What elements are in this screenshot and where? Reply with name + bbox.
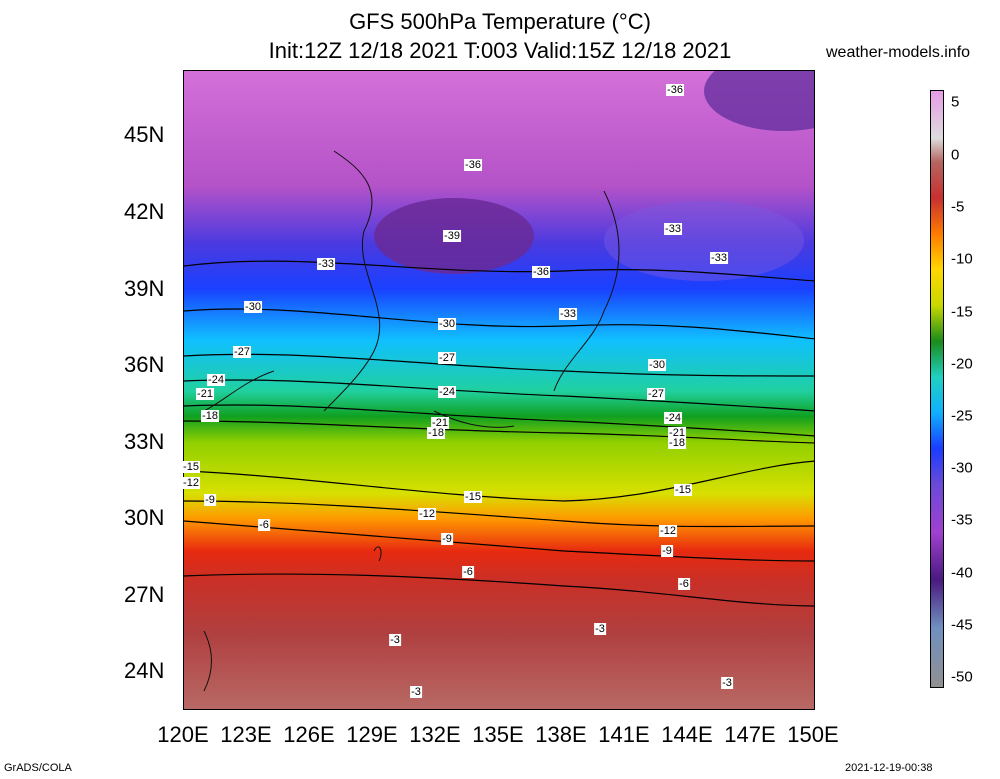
x-tick-135e: 135E (472, 722, 524, 747)
contour-label: -21 (196, 388, 214, 400)
y-tick-36n: 36N (124, 352, 165, 377)
colorbar-label: 5 (951, 93, 960, 111)
contour-label: -39 (443, 230, 461, 242)
footer-right: 2021-12-19-00:38 (845, 762, 933, 774)
colorbar-label: -45 (951, 616, 973, 634)
x-tick-120e: 120E (157, 722, 209, 747)
contour-label: -24 (207, 374, 225, 386)
x-tick-123e: 123E (220, 722, 272, 747)
contour-label: -18 (201, 410, 219, 422)
contour-label: -6 (258, 519, 270, 531)
colorbar-label: -50 (951, 668, 973, 686)
contour-label: -3 (410, 686, 422, 698)
contour-label: -12 (418, 508, 436, 520)
contour-label: -27 (438, 352, 456, 364)
y-tick-27n: 27N (124, 582, 165, 607)
colorbar-label: -20 (951, 355, 973, 373)
y-tick-39n: 39N (124, 276, 165, 301)
contour-label: -33 (710, 252, 728, 264)
x-tick-144e: 144E (661, 722, 713, 747)
x-tick-138e: 138E (535, 722, 587, 747)
contour-label: -12 (182, 477, 200, 489)
contour-label: -21 (668, 427, 686, 439)
x-tick-132e: 132E (409, 722, 461, 747)
x-tick-150e: 150E (787, 722, 839, 747)
temperature-map (183, 70, 815, 710)
contour-label: -30 (244, 301, 262, 313)
chart-title-line2: Init:12Z 12/18 2021 T:003 Valid:15Z 12/1… (268, 38, 732, 63)
colorbar-label: -10 (951, 250, 973, 268)
contour-label: -9 (204, 494, 216, 506)
contour-label: -12 (659, 525, 677, 537)
contour-label: -3 (721, 677, 733, 689)
contour-label: -24 (438, 386, 456, 398)
site-label: weather-models.info (826, 44, 971, 61)
contour-label: -3 (389, 634, 401, 646)
chart-title-line1: GFS 500hPa Temperature (°C) (349, 9, 651, 34)
x-tick-141e: 141E (598, 722, 650, 747)
contour-label: -15 (182, 461, 200, 473)
colorbar-label: 0 (951, 146, 960, 164)
contour-label: -21 (431, 417, 449, 429)
contour-label: -18 (427, 427, 445, 439)
x-tick-147e: 147E (724, 722, 776, 747)
y-tick-45n: 45N (124, 122, 165, 147)
footer-left: GrADS/COLA (4, 762, 72, 774)
colorbar-label: -30 (951, 459, 973, 477)
contour-label: -36 (532, 266, 550, 278)
contour-label: -33 (559, 308, 577, 320)
contour-label: -15 (464, 491, 482, 503)
colorbar-label: -35 (951, 511, 973, 529)
x-tick-129e: 129E (346, 722, 398, 747)
contour-label: -6 (678, 578, 690, 590)
colorbar (930, 90, 944, 688)
contour-label: -9 (661, 545, 673, 557)
y-tick-42n: 42N (124, 199, 165, 224)
colorbar-label: -40 (951, 564, 973, 582)
contour-label: -3 (594, 623, 606, 635)
contour-label: -36 (666, 84, 684, 96)
contour-label: -33 (664, 223, 682, 235)
contour-label: -30 (438, 318, 456, 330)
contour-label: -27 (647, 388, 665, 400)
contour-label: -6 (462, 566, 474, 578)
x-tick-126e: 126E (283, 722, 335, 747)
contour-label: -27 (233, 346, 251, 358)
contour-label: -30 (648, 359, 666, 371)
map-canvas (184, 71, 814, 709)
contour-label: -15 (674, 484, 692, 496)
contour-label: -33 (317, 258, 335, 270)
y-tick-24n: 24N (124, 658, 165, 683)
contour-label: -18 (668, 437, 686, 449)
colorbar-label: -25 (951, 407, 973, 425)
contour-label: -36 (464, 159, 482, 171)
contour-label: -24 (664, 412, 682, 424)
colorbar-label: -5 (951, 198, 965, 216)
y-tick-30n: 30N (124, 505, 165, 530)
contour-label: -9 (441, 533, 453, 545)
y-tick-33n: 33N (124, 429, 165, 454)
colorbar-label: -15 (951, 303, 973, 321)
